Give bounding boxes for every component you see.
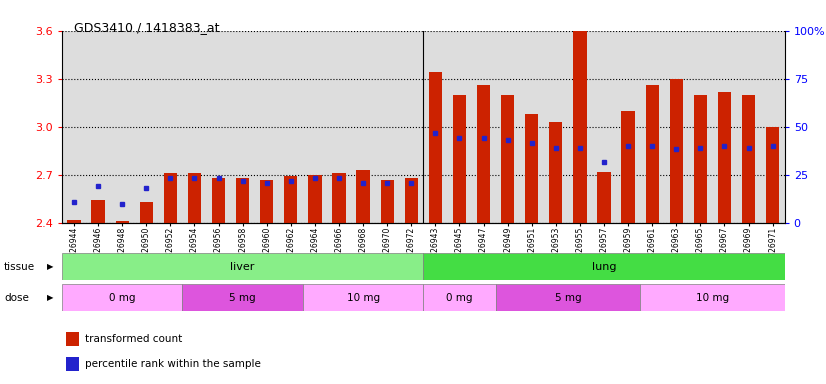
Bar: [92, 200, 105, 223]
Text: liver: liver: [230, 262, 255, 272]
Bar: [65, 357, 78, 371]
Text: dose: dose: [4, 293, 29, 303]
Bar: [164, 173, 177, 223]
Bar: [212, 178, 225, 223]
Bar: [694, 95, 707, 223]
Text: 5 mg: 5 mg: [230, 293, 256, 303]
Bar: [65, 332, 78, 346]
Bar: [284, 176, 297, 223]
Bar: [303, 284, 423, 311]
Text: percentile rank within the sample: percentile rank within the sample: [85, 359, 261, 369]
Bar: [423, 284, 496, 311]
Bar: [332, 173, 345, 223]
Bar: [640, 284, 785, 311]
Bar: [646, 85, 659, 223]
Bar: [183, 284, 303, 311]
Bar: [236, 178, 249, 223]
Text: ▶: ▶: [47, 293, 54, 302]
Text: lung: lung: [591, 262, 616, 272]
Bar: [742, 95, 755, 223]
Bar: [496, 284, 640, 311]
Text: tissue: tissue: [4, 262, 36, 272]
Text: 10 mg: 10 mg: [695, 293, 729, 303]
Bar: [453, 95, 466, 223]
Bar: [477, 85, 490, 223]
Bar: [766, 127, 779, 223]
Text: GDS3410 / 1418383_at: GDS3410 / 1418383_at: [74, 21, 220, 34]
Text: ▶: ▶: [47, 262, 54, 271]
Bar: [357, 170, 370, 223]
Bar: [260, 179, 273, 223]
Bar: [308, 175, 321, 223]
Bar: [405, 178, 418, 223]
Bar: [381, 179, 394, 223]
Text: 0 mg: 0 mg: [446, 293, 472, 303]
Bar: [670, 79, 683, 223]
Bar: [188, 173, 201, 223]
Bar: [621, 111, 634, 223]
Text: transformed count: transformed count: [85, 334, 183, 344]
Text: 5 mg: 5 mg: [554, 293, 582, 303]
Bar: [718, 91, 731, 223]
Text: 0 mg: 0 mg: [109, 293, 135, 303]
Bar: [549, 122, 563, 223]
Bar: [501, 95, 515, 223]
Bar: [116, 221, 129, 223]
Bar: [68, 220, 81, 223]
Bar: [62, 253, 423, 280]
Bar: [597, 172, 610, 223]
Bar: [429, 72, 442, 223]
Bar: [62, 284, 183, 311]
Bar: [423, 253, 785, 280]
Bar: [573, 31, 586, 223]
Bar: [525, 114, 539, 223]
Text: 10 mg: 10 mg: [347, 293, 380, 303]
Bar: [140, 202, 153, 223]
